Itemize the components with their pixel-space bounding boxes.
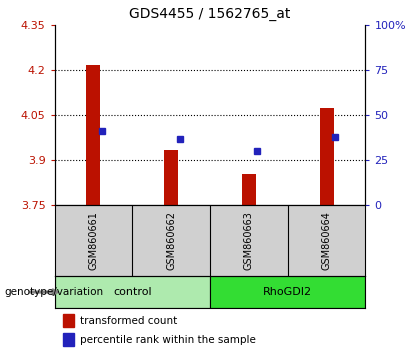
Title: GDS4455 / 1562765_at: GDS4455 / 1562765_at <box>129 7 291 21</box>
Bar <box>164 150 178 205</box>
Text: GSM860663: GSM860663 <box>244 211 254 270</box>
Text: GSM860662: GSM860662 <box>166 211 176 270</box>
Text: genotype/variation: genotype/variation <box>4 287 103 297</box>
Bar <box>87 65 100 205</box>
Text: RhoGDI2: RhoGDI2 <box>263 287 312 297</box>
Bar <box>55 276 210 308</box>
Text: percentile rank within the sample: percentile rank within the sample <box>80 335 256 345</box>
Bar <box>63 314 74 327</box>
Bar <box>63 333 74 346</box>
Text: control: control <box>113 287 152 297</box>
Text: GSM860664: GSM860664 <box>322 211 331 270</box>
Bar <box>210 276 365 308</box>
Text: transformed count: transformed count <box>80 316 177 326</box>
Bar <box>242 174 256 205</box>
Text: GSM860661: GSM860661 <box>89 211 98 270</box>
Bar <box>320 108 333 205</box>
